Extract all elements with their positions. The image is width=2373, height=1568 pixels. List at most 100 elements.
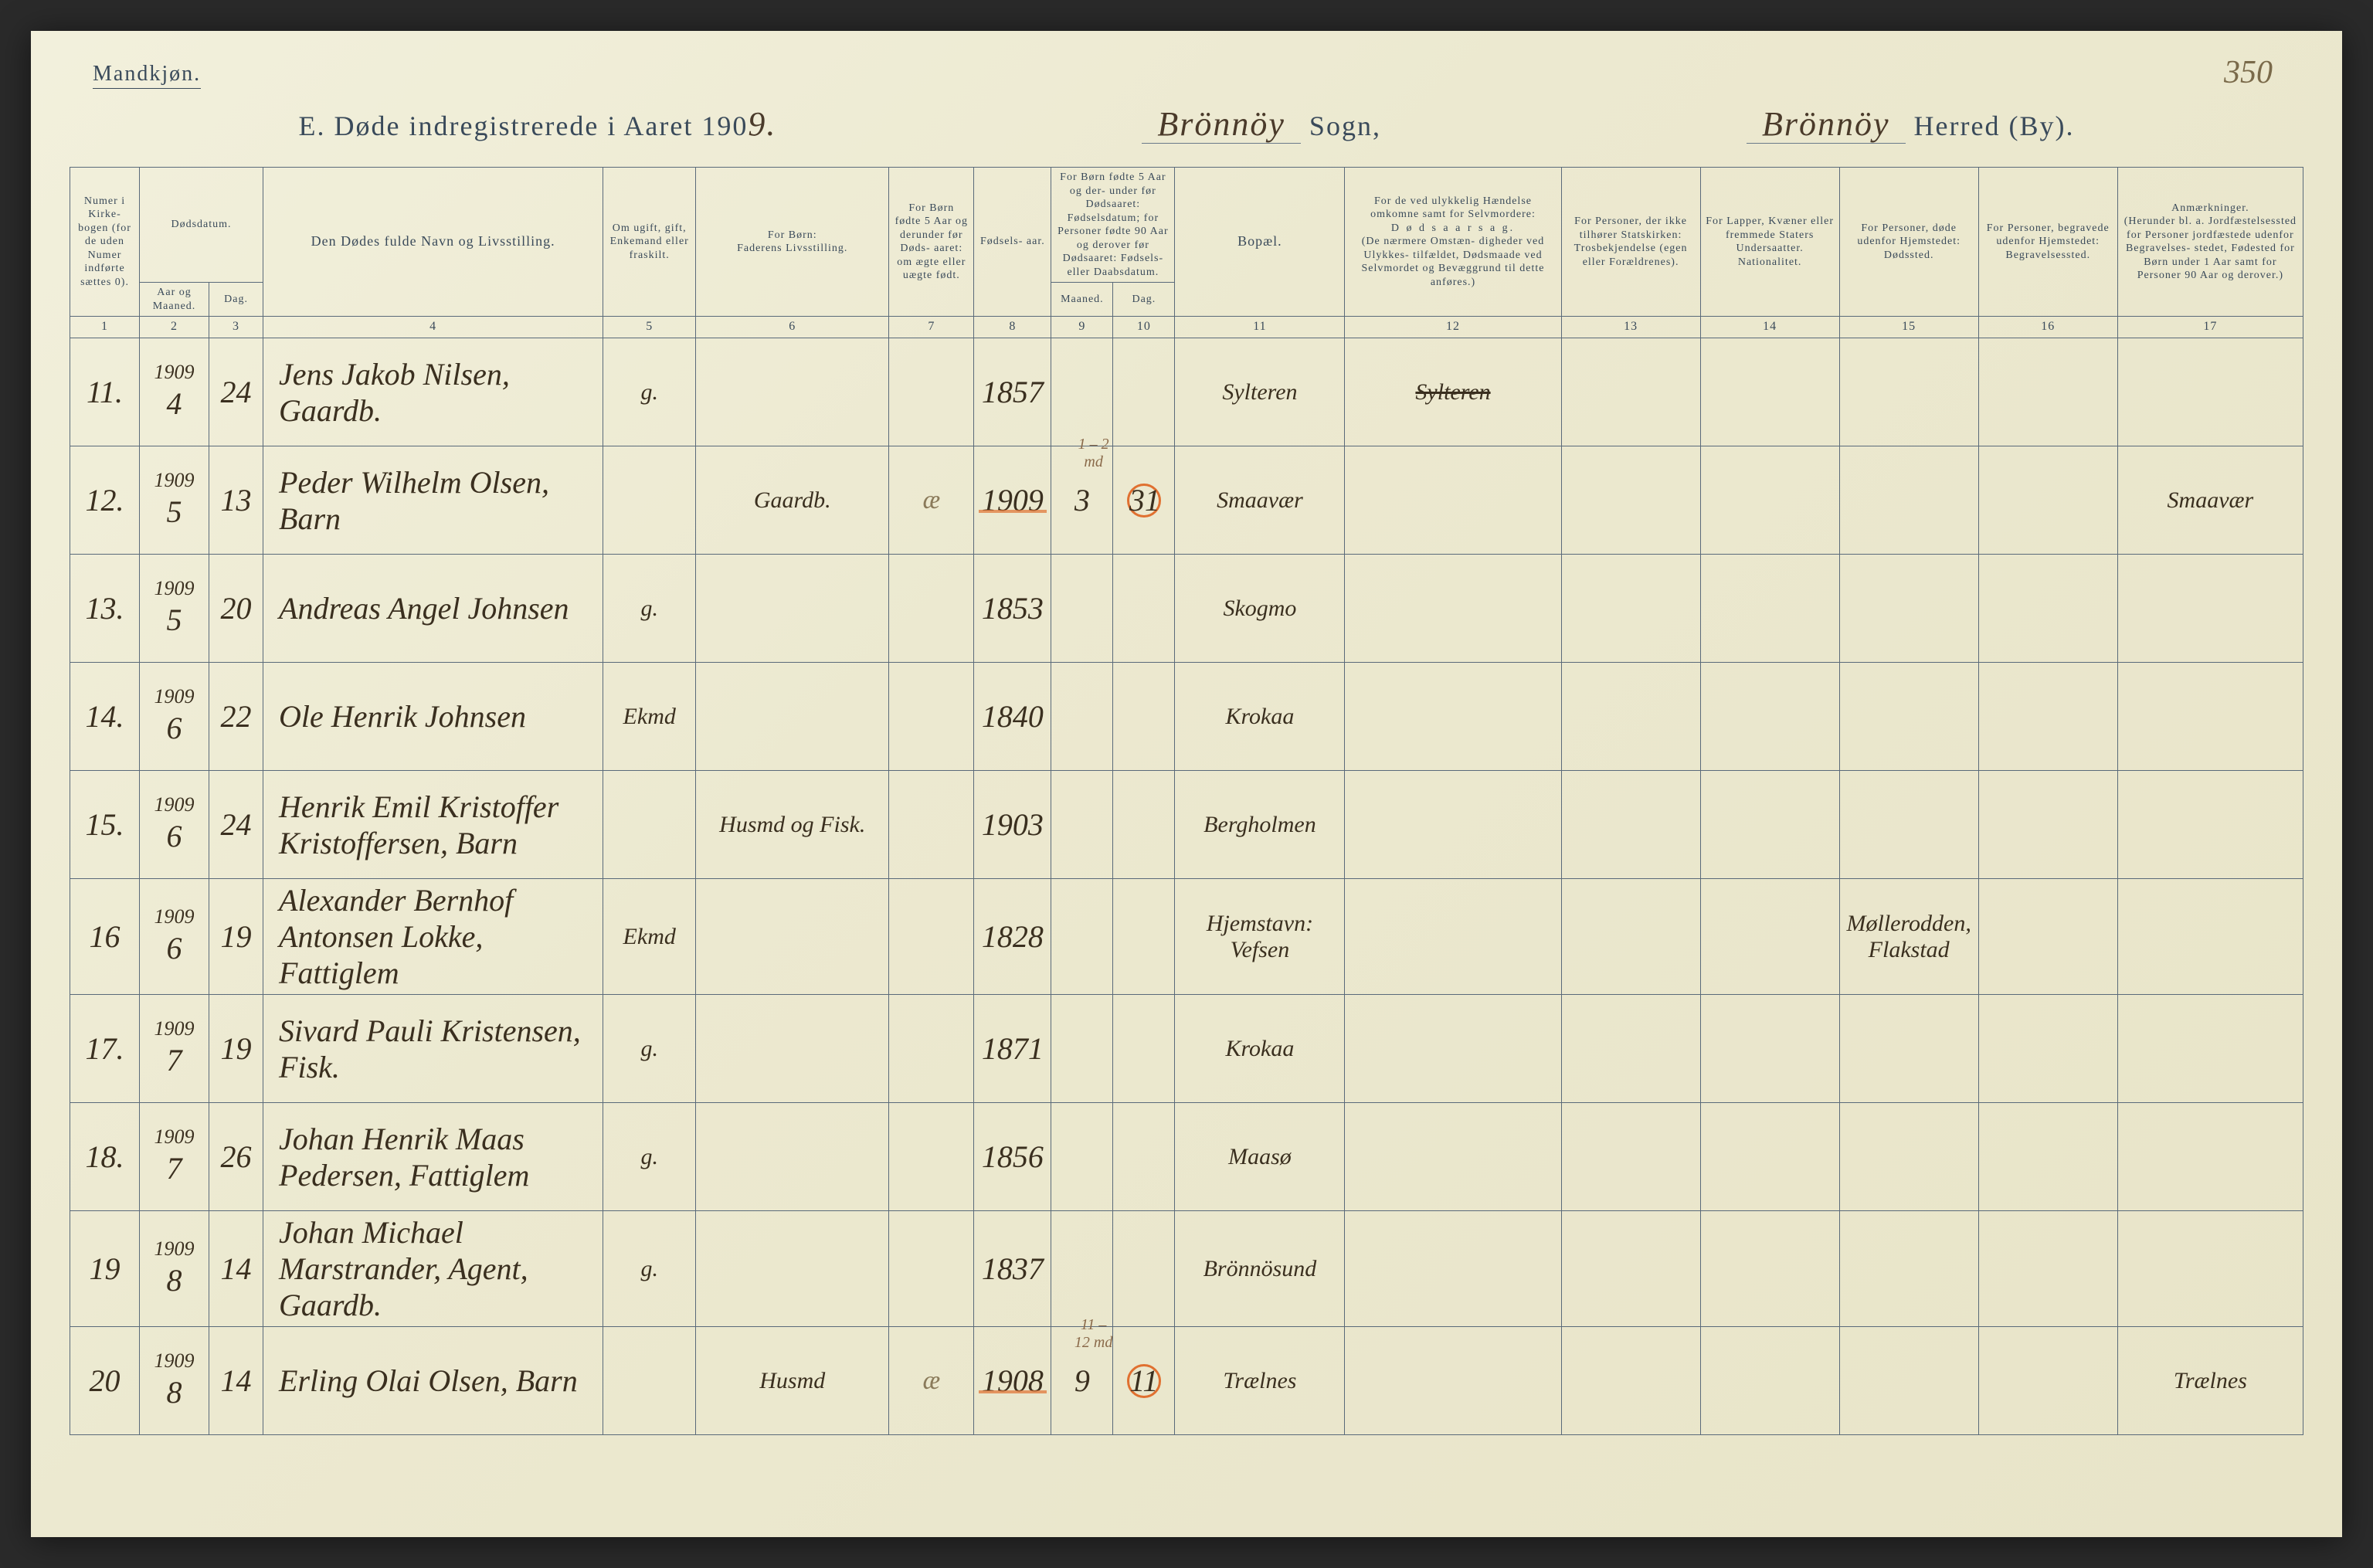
cell (696, 555, 889, 663)
cell (1978, 995, 2117, 1103)
cell (1345, 663, 1561, 771)
cell: 1828 (974, 879, 1051, 995)
cell (1561, 1103, 1700, 1211)
cell: 19 (70, 1211, 140, 1327)
cell (1113, 1211, 1175, 1327)
hdr-residence: Bopæl. (1175, 168, 1345, 317)
cell (1561, 995, 1700, 1103)
colnum: 10 (1113, 317, 1175, 338)
cell (889, 879, 974, 995)
colnum: 15 (1839, 317, 1978, 338)
cell: 24 (209, 771, 263, 879)
cell (1113, 338, 1175, 446)
cell: g. (603, 1211, 696, 1327)
cell (1345, 1327, 1561, 1435)
cell (1700, 555, 1839, 663)
colnum: 7 (889, 317, 974, 338)
cell (1978, 1211, 2117, 1327)
cell (1113, 1103, 1175, 1211)
cell: Ole Henrik Johnsen (263, 663, 603, 771)
colnum: 2 (140, 317, 209, 338)
cell (1051, 1103, 1113, 1211)
cell: Peder Wilhelm Olsen, Barn (263, 446, 603, 555)
hdr-deathplace: For Personer, døde udenfor Hjemstedet: D… (1839, 168, 1978, 317)
cell (1978, 446, 2117, 555)
cell (603, 1327, 696, 1435)
hdr-birth-month: Maaned. (1051, 283, 1113, 317)
cell: g. (603, 555, 696, 663)
cell (1051, 879, 1113, 995)
table-row: 11.1909424Jens Jakob Nilsen, Gaardb.g.18… (70, 338, 2303, 446)
cell: g. (603, 995, 696, 1103)
cell: 19094 (140, 338, 209, 446)
cell: 19095 (140, 446, 209, 555)
colnum: 1 (70, 317, 140, 338)
gender-label: Mandkjøn. (93, 62, 201, 89)
cell (1561, 446, 1700, 555)
cell: Gaardb. (696, 446, 889, 555)
cell (1345, 555, 1561, 663)
cell: 19 (209, 995, 263, 1103)
cell: Johan Henrik Maas Pedersen, Fattiglem (263, 1103, 603, 1211)
cell: Smaavær (2117, 446, 2303, 555)
cell: 22 (209, 663, 263, 771)
table-row: 15.1909624Henrik Emil Kristoffer Kristof… (70, 771, 2303, 879)
cell: 17. (70, 995, 140, 1103)
cell (1051, 663, 1113, 771)
cell: 1 – 2 md3 (1051, 446, 1113, 555)
cell (696, 663, 889, 771)
cell (1561, 1327, 1700, 1435)
cell: Smaavær (1175, 446, 1345, 555)
cell: Krokaa (1175, 663, 1345, 771)
cell: g. (603, 1103, 696, 1211)
colnum: 8 (974, 317, 1051, 338)
table-row: 12.1909513Peder Wilhelm Olsen, BarnGaard… (70, 446, 2303, 555)
cell (1345, 446, 1561, 555)
cell (2117, 555, 2303, 663)
cell (603, 771, 696, 879)
hdr-death-day: Dag. (209, 283, 263, 317)
cell (889, 338, 974, 446)
cell (1561, 555, 1700, 663)
cell: 19097 (140, 1103, 209, 1211)
cell: Ekmd (603, 879, 696, 995)
cell (1113, 555, 1175, 663)
cell: Maasø (1175, 1103, 1345, 1211)
hdr-cause-top: For de ved ulykkelig Hændelse omkomne sa… (1370, 195, 1536, 221)
herred-handwritten: Brönnöy (1747, 105, 1906, 144)
cell (1113, 879, 1175, 995)
table-row: 13.1909520Andreas Angel Johnseng.1853Sko… (70, 555, 2303, 663)
cell: 19 (209, 879, 263, 995)
cell (1700, 879, 1839, 995)
cell (1700, 1327, 1839, 1435)
cell: 19098 (140, 1211, 209, 1327)
cell: Bergholmen (1175, 771, 1345, 879)
cell (696, 1211, 889, 1327)
cell: Ekmd (603, 663, 696, 771)
hdr-father-sub: Faderens Livsstilling. (737, 243, 847, 254)
cell (2117, 995, 2303, 1103)
hdr-status: Om ugift, gift, Enkemand eller fraskilt. (603, 168, 696, 317)
cell: 19096 (140, 879, 209, 995)
cell: 31 (1113, 446, 1175, 555)
cell: 1837 (974, 1211, 1051, 1327)
cell (1345, 1103, 1561, 1211)
cell (696, 1103, 889, 1211)
cell: 11 – 12 md9 (1051, 1327, 1113, 1435)
cell: Trælnes (1175, 1327, 1345, 1435)
cell (1978, 1327, 2117, 1435)
cell (1051, 771, 1113, 879)
cell: Brönnösund (1175, 1211, 1345, 1327)
cell (1561, 663, 1700, 771)
register-table: Numer i Kirke- bogen (for de uden Numer … (70, 167, 2303, 1435)
hdr-faith: For Personer, der ikke tilhører Statskir… (1561, 168, 1700, 317)
cell (1345, 879, 1561, 995)
colnum: 6 (696, 317, 889, 338)
cell: 1856 (974, 1103, 1051, 1211)
cell: 19098 (140, 1327, 209, 1435)
cell (1839, 446, 1978, 555)
cell: Krokaa (1175, 995, 1345, 1103)
cell: 14 (209, 1327, 263, 1435)
table-row: 17.1909719Sivard Pauli Kristensen, Fisk.… (70, 995, 2303, 1103)
cell: 11 (1113, 1327, 1175, 1435)
